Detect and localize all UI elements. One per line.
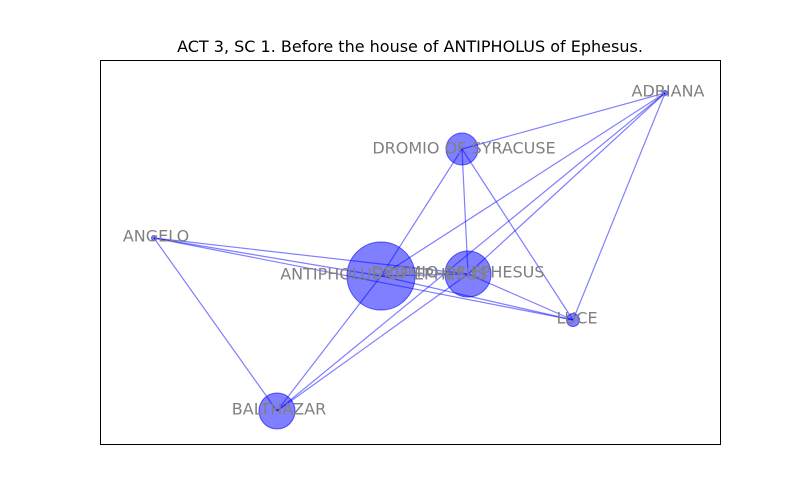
node-luce xyxy=(566,313,580,327)
edge-dromio-of-syracuse-luce xyxy=(461,148,574,321)
node-balthazar xyxy=(258,392,296,430)
node-label-antipholus-of-ephesus: ANTIPHOLUS OF EPHESUS xyxy=(280,265,488,284)
node-label-adriana: ADRIANA xyxy=(632,82,705,101)
node-label-balthazar: BALTHAZAR xyxy=(232,400,326,419)
node-antipholus-of-ephesus xyxy=(346,241,416,311)
edge-adriana-luce xyxy=(572,92,666,321)
edge-dromio-of-ephesus-balthazar xyxy=(276,273,469,412)
edge-angelo-antipholus-of-ephesus xyxy=(153,237,382,277)
node-dromio-of-ephesus xyxy=(444,250,492,298)
edge-angelo-dromio-of-ephesus xyxy=(153,237,469,275)
node-label-dromio-of-syracuse: DROMIO OF SYRACUSE xyxy=(372,139,555,158)
labels-layer: ADRIANA DROMIO OF SYRACUSE ANGELO ANTIPHOLU… xyxy=(123,82,705,419)
node-dromio-of-syracuse xyxy=(445,132,479,166)
node-label-luce: LUCE xyxy=(556,309,597,328)
edge-angelo-balthazar xyxy=(153,237,278,412)
edge-adriana-dromio-of-ephesus xyxy=(467,92,666,275)
node-label-angelo: ANGELO xyxy=(123,227,189,246)
edge-adriana-dromio-of-syracuse xyxy=(461,92,666,150)
node-angelo xyxy=(151,235,157,241)
node-adriana xyxy=(662,90,668,96)
edge-adriana-antipholus-of-ephesus xyxy=(380,92,666,277)
node-label-dromio-of-ephesus: DROMIO OF EPHESUS xyxy=(371,263,544,282)
figure-title: ACT 3, SC 1. Before the house of ANTIPHO… xyxy=(177,37,643,56)
plot-frame xyxy=(100,60,721,445)
nodes-layer xyxy=(151,90,668,430)
